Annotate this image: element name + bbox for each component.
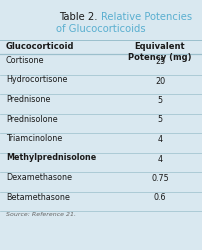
Text: Relative Potencies: Relative Potencies — [101, 12, 192, 22]
Text: 5: 5 — [157, 96, 163, 105]
Text: 0.6: 0.6 — [154, 194, 166, 202]
Text: Table 2.: Table 2. — [59, 12, 101, 22]
Text: 5: 5 — [157, 116, 163, 124]
Text: Triamcinolone: Triamcinolone — [6, 134, 62, 143]
Text: Betamethasone: Betamethasone — [6, 192, 70, 202]
Text: Prednisone: Prednisone — [6, 95, 50, 104]
Text: Glucocorticoid: Glucocorticoid — [6, 42, 75, 51]
Text: 25: 25 — [155, 57, 165, 66]
Text: Methylprednisolone: Methylprednisolone — [6, 154, 96, 162]
Text: Equivalent
Potency (mg): Equivalent Potency (mg) — [128, 42, 192, 62]
Text: 4: 4 — [158, 135, 162, 144]
Text: Dexamethasone: Dexamethasone — [6, 173, 72, 182]
Text: Source: Reference 21.: Source: Reference 21. — [6, 212, 76, 216]
Text: 0.75: 0.75 — [151, 174, 169, 183]
Text: Table 2. Relative Potencies: Table 2. Relative Potencies — [35, 12, 167, 22]
Text: of Glucocorticoids: of Glucocorticoids — [56, 24, 146, 34]
Text: Cortisone: Cortisone — [6, 56, 44, 65]
Text: 20: 20 — [155, 76, 165, 86]
Text: Prednisolone: Prednisolone — [6, 114, 58, 124]
Text: 4: 4 — [158, 154, 162, 164]
Text: Hydrocortisone: Hydrocortisone — [6, 76, 67, 84]
